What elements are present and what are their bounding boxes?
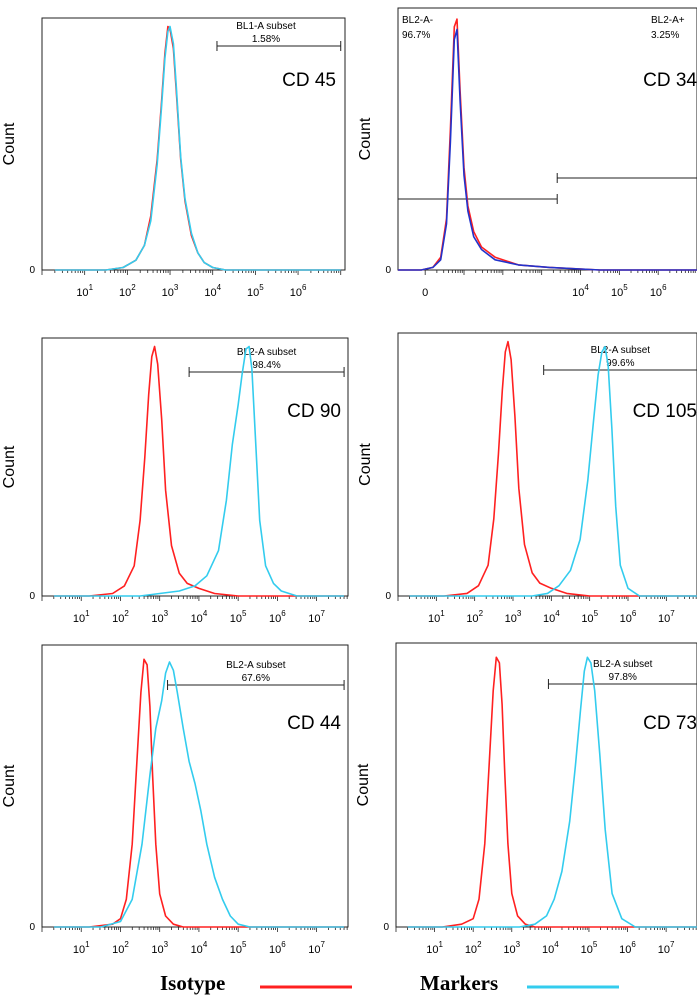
x-tick-label: 103 bbox=[151, 940, 168, 956]
x-tick-label: 106 bbox=[619, 940, 636, 956]
gate-label: BL2-A subset bbox=[237, 347, 297, 358]
marker-label: CD 34 bbox=[643, 70, 697, 91]
x-tick-label: 106 bbox=[290, 283, 307, 299]
x-tick-label: 103 bbox=[162, 283, 179, 299]
gate-percent: 96.7% bbox=[402, 30, 430, 41]
x-tick-label: 105 bbox=[581, 609, 598, 625]
plot-frame bbox=[397, 7, 697, 271]
histogram-panel: Count 0 101 102 103 104 105 106 BL1-A subset 1.58… bbox=[1, 17, 346, 299]
legend-label: Markers bbox=[420, 971, 498, 995]
x-tick-label: 101 bbox=[428, 609, 445, 625]
marker-label: CD 90 bbox=[287, 401, 341, 422]
y-axis-label: Count bbox=[357, 443, 374, 486]
histogram-panel: Count 0 0 104 105 106 BL2-A- 96.7% BL2-A+ 3.25% CD… bbox=[357, 7, 697, 299]
gate-percent: 3.25% bbox=[651, 30, 679, 41]
y-axis-label: Count bbox=[1, 122, 18, 165]
y-zero-label: 0 bbox=[383, 922, 389, 933]
series-markers-curve bbox=[398, 28, 697, 271]
y-zero-label: 0 bbox=[29, 591, 35, 602]
y-axis-label: Count bbox=[1, 764, 18, 807]
y-zero-label: 0 bbox=[385, 265, 391, 276]
x-tick-label: 104 bbox=[191, 609, 208, 625]
series-isotype-curve bbox=[398, 18, 697, 271]
x-tick-label: 107 bbox=[308, 940, 325, 956]
gate-label: BL2-A subset bbox=[591, 345, 651, 356]
x-tick-label: 101 bbox=[73, 940, 90, 956]
gate-percent: 1.58% bbox=[252, 34, 280, 45]
legend-label: Isotype bbox=[160, 971, 225, 995]
x-tick-label: 104 bbox=[191, 940, 208, 956]
x-tick-label: 102 bbox=[466, 609, 483, 625]
y-zero-label: 0 bbox=[29, 265, 35, 276]
histogram-panel: Count 0 101 102 103 104 105 106 107 BL2-A subset 9… bbox=[355, 642, 697, 956]
x-tick-label: 105 bbox=[581, 940, 598, 956]
marker-label: CD 45 bbox=[282, 70, 336, 91]
x-tick-label: 104 bbox=[543, 609, 560, 625]
y-axis-label: Count bbox=[357, 117, 374, 160]
histogram-panel: Count 0 101 102 103 104 105 106 107 BL2-A subset 9… bbox=[1, 337, 349, 625]
gate-label: BL2-A subset bbox=[226, 660, 286, 671]
x-tick-label: 103 bbox=[505, 609, 522, 625]
gate-percent: 98.4% bbox=[252, 360, 280, 371]
x-tick-label: 0 bbox=[422, 287, 428, 299]
y-axis-label: Count bbox=[355, 763, 372, 806]
series-isotype-curve bbox=[409, 340, 697, 597]
x-tick-label: 105 bbox=[230, 940, 247, 956]
marker-label: CD 44 bbox=[287, 713, 341, 734]
histogram-panel: Count 0 101 102 103 104 105 106 107 BL2-A subset 9… bbox=[357, 332, 697, 625]
y-zero-label: 0 bbox=[29, 922, 35, 933]
series-markers-curve bbox=[54, 25, 341, 271]
series-markers-curve bbox=[409, 345, 697, 597]
x-tick-label: 101 bbox=[73, 609, 90, 625]
plot-frame bbox=[41, 17, 346, 271]
gate-label: BL2-A subset bbox=[593, 659, 653, 670]
plot-frame bbox=[395, 642, 697, 928]
legend: Isotype Markers bbox=[160, 971, 619, 995]
x-tick-label: 104 bbox=[542, 940, 559, 956]
x-tick-label: 105 bbox=[247, 283, 264, 299]
plot-frame bbox=[397, 332, 697, 597]
series-markers-curve bbox=[407, 656, 697, 928]
x-tick-label: 101 bbox=[76, 283, 93, 299]
gate-percent: 97.8% bbox=[609, 672, 637, 683]
gate-percent: 67.6% bbox=[242, 673, 270, 684]
series-isotype-curve bbox=[53, 345, 345, 597]
x-tick-label: 107 bbox=[658, 609, 675, 625]
marker-label: CD 73 bbox=[643, 713, 697, 734]
x-tick-label: 101 bbox=[426, 940, 443, 956]
x-tick-label: 106 bbox=[620, 609, 637, 625]
x-tick-label: 102 bbox=[112, 609, 129, 625]
x-tick-label: 103 bbox=[151, 609, 168, 625]
gate-percent: 99.6% bbox=[606, 358, 634, 369]
series-isotype-curve bbox=[407, 656, 697, 928]
x-tick-label: 107 bbox=[308, 609, 325, 625]
series-markers-curve bbox=[53, 661, 345, 928]
y-zero-label: 0 bbox=[385, 591, 391, 602]
x-tick-label: 103 bbox=[503, 940, 520, 956]
x-tick-label: 107 bbox=[658, 940, 675, 956]
x-tick-label: 102 bbox=[119, 283, 136, 299]
x-tick-label: 102 bbox=[465, 940, 482, 956]
x-tick-label: 106 bbox=[650, 283, 667, 299]
marker-label: CD 105 bbox=[633, 401, 697, 422]
x-tick-label: 105 bbox=[230, 609, 247, 625]
x-tick-label: 104 bbox=[572, 283, 589, 299]
series-markers-curve bbox=[53, 345, 345, 597]
x-tick-label: 102 bbox=[112, 940, 129, 956]
x-tick-label: 105 bbox=[611, 283, 628, 299]
y-axis-label: Count bbox=[1, 445, 18, 488]
gate-label: BL1-A subset bbox=[236, 21, 296, 32]
x-tick-label: 104 bbox=[204, 283, 221, 299]
series-isotype-curve bbox=[54, 25, 341, 271]
gate-label: BL2-A+ bbox=[651, 15, 685, 26]
histogram-panel: Count 0 101 102 103 104 105 106 107 BL2-A subset 6… bbox=[1, 644, 349, 956]
x-tick-label: 106 bbox=[269, 940, 286, 956]
plot-frame bbox=[41, 337, 349, 597]
x-tick-label: 106 bbox=[269, 609, 286, 625]
gate-label: BL2-A- bbox=[402, 15, 433, 26]
series-isotype-curve bbox=[53, 658, 345, 928]
